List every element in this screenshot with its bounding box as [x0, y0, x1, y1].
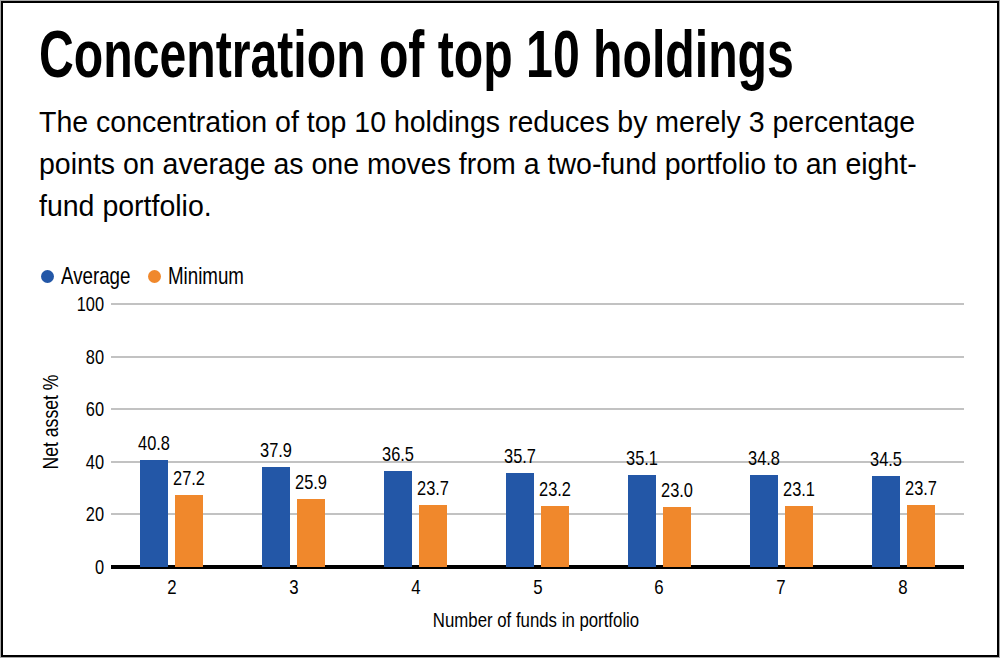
- bar-minimum: [541, 506, 569, 567]
- value-label: 40.8: [127, 432, 182, 454]
- bar-minimum: [663, 507, 691, 567]
- y-tick-label: 20: [57, 503, 104, 525]
- y-axis-title: Net asset %: [40, 358, 62, 486]
- gridline-60: [111, 408, 964, 410]
- gridline-20: [111, 513, 964, 515]
- x-tick-label: 4: [392, 576, 440, 598]
- legend-label: Minimum: [168, 264, 244, 288]
- value-label: 27.2: [162, 467, 217, 489]
- y-tick-label: 100: [57, 293, 104, 315]
- plot-area: 02040608010040.827.2237.925.9336.523.743…: [111, 304, 964, 567]
- x-tick-label: 5: [514, 576, 562, 598]
- gridline-80: [111, 356, 964, 358]
- bar-minimum: [419, 505, 447, 567]
- minimum-dot: [148, 270, 161, 283]
- value-label: 37.9: [249, 439, 304, 461]
- value-label: 23.0: [650, 479, 705, 501]
- value-label: 23.1: [771, 478, 826, 500]
- y-tick-label: 40: [57, 451, 104, 473]
- y-tick-label: 80: [57, 346, 104, 368]
- value-label: 35.1: [615, 447, 670, 469]
- x-axis-line: [111, 565, 964, 569]
- legend: Average Minimum: [1, 264, 999, 288]
- gridline-100: [111, 303, 964, 305]
- x-tick-label: 3: [270, 576, 318, 598]
- bar-minimum: [907, 505, 935, 567]
- y-tick-label: 60: [57, 398, 104, 420]
- y-tick-label: 0: [57, 556, 104, 578]
- chart-title: Concentration of top 10 holdings: [39, 16, 794, 92]
- x-axis-title: Number of funds in portfolio: [376, 609, 696, 631]
- x-tick-label: 6: [635, 576, 683, 598]
- legend-label: Average: [61, 264, 130, 288]
- x-tick-label: 8: [879, 576, 927, 598]
- x-tick-label: 7: [757, 576, 805, 598]
- value-label: 34.5: [858, 448, 913, 470]
- chart-subtitle: The concentration of top 10 holdings red…: [39, 101, 917, 227]
- legend-item-average: Average: [41, 264, 150, 288]
- value-label: 35.7: [493, 445, 548, 467]
- legend-item-minimum: Minimum: [148, 264, 265, 288]
- x-tick-label: 2: [148, 576, 196, 598]
- average-dot: [41, 270, 54, 283]
- bar-minimum: [297, 499, 325, 567]
- value-label: 23.2: [528, 478, 583, 500]
- bar-minimum: [785, 506, 813, 567]
- bar-minimum: [175, 495, 203, 567]
- chart-card: Concentration of top 10 holdings The con…: [0, 0, 1000, 658]
- value-label: 36.5: [371, 443, 426, 465]
- value-label: 23.7: [406, 477, 461, 499]
- value-label: 34.8: [736, 447, 791, 469]
- value-label: 25.9: [284, 471, 339, 493]
- value-label: 23.7: [893, 477, 948, 499]
